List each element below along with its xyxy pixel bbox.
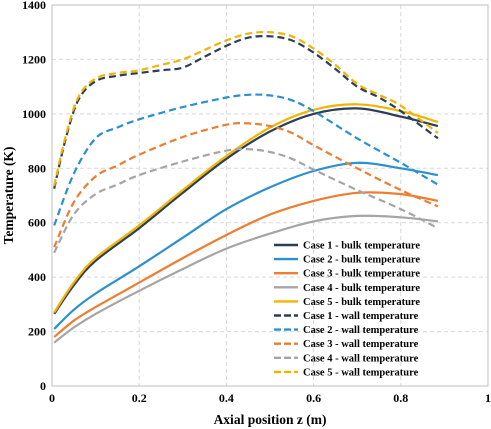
legend-label: Case 4 - wall temperature — [303, 353, 419, 364]
series-line-9 — [53, 147, 439, 254]
x-tick-label: 0.8 — [393, 391, 408, 405]
x-tick-label: 0 — [49, 391, 55, 405]
y-tick-label: 800 — [28, 161, 46, 175]
x-tick-label: 0.4 — [219, 391, 234, 405]
series-lines — [53, 30, 439, 344]
x-tick-label: 0.6 — [306, 391, 321, 405]
x-tick-label: 1 — [485, 391, 491, 405]
legend: Case 1 - bulk temperature Case 2 - bulk t… — [274, 241, 420, 378]
series-line-10 — [53, 30, 439, 187]
legend-label: Case 1 - wall temperature — [303, 311, 419, 322]
y-tick-label: 600 — [28, 216, 46, 230]
x-axis-title: Axial position z (m) — [214, 412, 327, 427]
series-line-4 — [53, 214, 439, 344]
series-line-8 — [53, 122, 439, 248]
legend-label: Case 5 - bulk temperature — [303, 297, 420, 308]
legend-label: Case 5 - wall temperature — [303, 367, 419, 378]
x-tick-label: 0.2 — [132, 391, 147, 405]
legend-label: Case 4 - bulk temperature — [303, 283, 420, 294]
y-axis-title: Temperature (K) — [1, 147, 16, 245]
series-line-7 — [53, 93, 439, 226]
series-line-2 — [53, 161, 439, 330]
y-tick-label: 1000 — [22, 107, 46, 121]
legend-label: Case 2 - bulk temperature — [303, 255, 420, 266]
y-tick-label: 0 — [40, 379, 46, 393]
legend-label: Case 3 - bulk temperature — [303, 269, 420, 280]
y-tick-label: 400 — [28, 270, 46, 284]
series-line-1 — [53, 107, 439, 315]
legend-label: Case 3 - wall temperature — [303, 339, 419, 350]
series-line-6 — [53, 34, 439, 189]
series-line-5 — [53, 103, 439, 314]
plot-frame — [51, 4, 489, 387]
grid — [51, 4, 489, 387]
series-line-3 — [53, 191, 439, 338]
y-tick-labels: 0 200 400 600 800 1000 1200 1400 — [22, 0, 46, 393]
y-tick-label: 1400 — [22, 0, 46, 12]
legend-label: Case 1 - bulk temperature — [303, 241, 420, 252]
y-tick-label: 200 — [28, 325, 46, 339]
y-tick-label: 1200 — [22, 52, 46, 66]
legend-label: Case 2 - wall temperature — [303, 325, 419, 336]
x-tick-labels: 0 0.2 0.4 0.6 0.8 1 — [49, 391, 491, 405]
